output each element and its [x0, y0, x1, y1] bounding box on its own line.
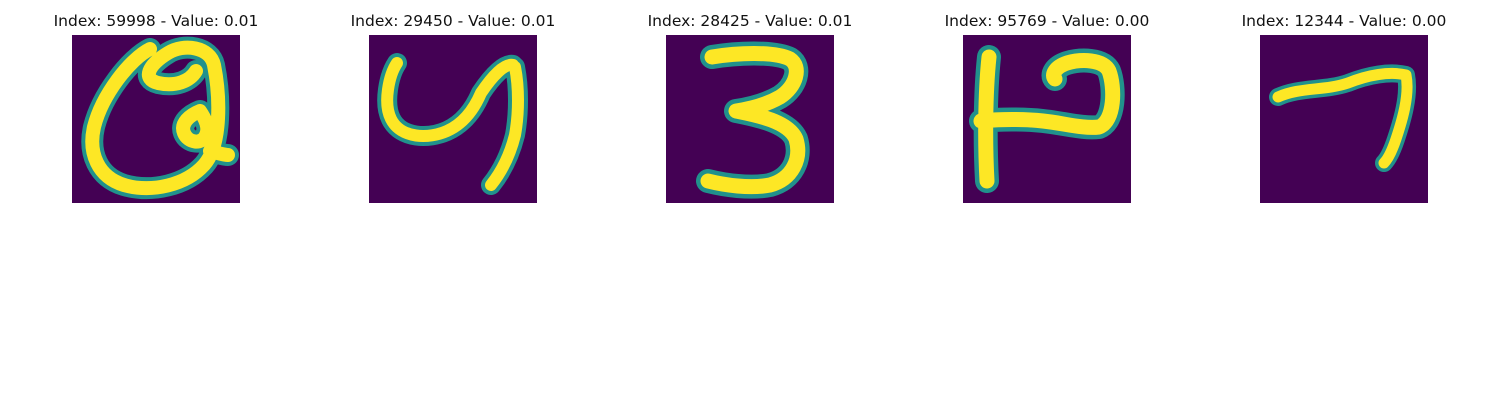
panel-4: Index: 95769 - Value: 0.00: [917, 0, 1177, 210]
panel-1: Index: 59998 - Value: 0.01: [26, 0, 286, 210]
digit-image: [72, 35, 240, 203]
panel-title: Index: 59998 - Value: 0.01: [53, 12, 259, 30]
digit-image: [963, 35, 1131, 203]
digit-image: [1260, 35, 1428, 203]
panel-title: Index: 29450 - Value: 0.01: [350, 12, 556, 30]
panel-3: Index: 28425 - Value: 0.01: [620, 0, 880, 210]
panel-2: Index: 29450 - Value: 0.01: [323, 0, 583, 210]
panel-5: Index: 12344 - Value: 0.00: [1214, 0, 1474, 210]
digit-image: [369, 35, 537, 203]
panel-title: Index: 95769 - Value: 0.00: [944, 12, 1150, 30]
digit-image: [666, 35, 834, 203]
panel-title: Index: 28425 - Value: 0.01: [647, 12, 853, 30]
panel-title: Index: 12344 - Value: 0.00: [1241, 12, 1447, 30]
